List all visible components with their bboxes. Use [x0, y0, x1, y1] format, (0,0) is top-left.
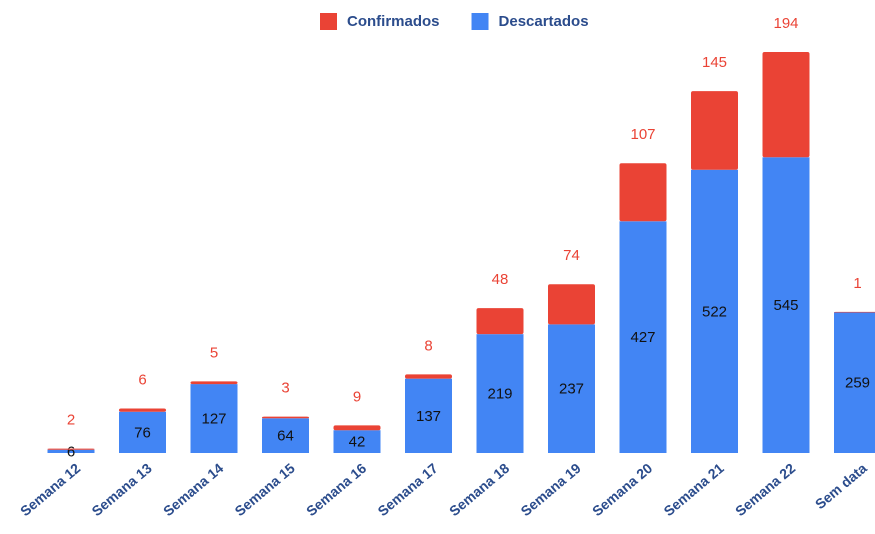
- bar-segment: [190, 384, 238, 453]
- bar-segment: [119, 411, 166, 453]
- data-label: 6: [138, 371, 146, 388]
- data-label: 219: [487, 386, 512, 403]
- legend-swatch: [471, 13, 489, 30]
- data-label: 145: [702, 54, 727, 71]
- bar-segment: [262, 418, 309, 453]
- data-label: 427: [630, 329, 655, 346]
- data-label: 127: [201, 411, 226, 428]
- bar-segment: [619, 163, 667, 222]
- x-tick-label: Semana 18: [446, 460, 512, 519]
- x-tick-label: Semana 17: [374, 460, 440, 519]
- x-tick-label: Semana 14: [160, 460, 226, 519]
- data-label: 137: [416, 408, 441, 425]
- bar-segment: [405, 374, 452, 379]
- x-tick-label: Semana 21: [660, 460, 726, 519]
- data-label: 6: [67, 443, 75, 460]
- data-label: 76: [134, 424, 151, 441]
- x-tick-label: Semana 15: [231, 460, 297, 519]
- bar-segment: [548, 284, 595, 325]
- data-label: 3: [281, 380, 289, 397]
- bar-segment: [333, 430, 381, 453]
- data-label: 64: [277, 428, 294, 445]
- bar-segment: [47, 448, 95, 450]
- data-label: 259: [845, 375, 870, 392]
- data-label: 107: [630, 126, 655, 143]
- data-label: 8: [424, 337, 432, 354]
- bar-segment: [476, 308, 524, 335]
- bar-segment: [834, 312, 875, 453]
- bar-segment: [762, 52, 810, 158]
- data-label: 2: [67, 412, 75, 429]
- bar-segment: [691, 169, 738, 453]
- data-label: 5: [210, 344, 218, 361]
- data-label: 74: [563, 247, 580, 264]
- bar-segment: [262, 416, 309, 419]
- bar-segment: [619, 221, 667, 453]
- x-tick-label: Semana 19: [517, 460, 583, 519]
- x-tick-label: Semana 22: [732, 460, 798, 519]
- data-label: 237: [559, 381, 584, 398]
- bar-segment: [762, 157, 810, 453]
- x-tick-label: Semana 12: [17, 460, 83, 519]
- legend-swatch: [320, 13, 337, 30]
- bar-segment: [190, 381, 238, 385]
- data-label: 194: [773, 15, 798, 32]
- bar-segment: [548, 324, 595, 453]
- bar-segment: [333, 425, 381, 431]
- bar-segment: [834, 311, 875, 313]
- legend-label: Descartados: [499, 13, 589, 30]
- x-tick-label: Semana 16: [303, 460, 369, 519]
- data-label: 48: [492, 271, 509, 288]
- data-label: 522: [702, 303, 727, 320]
- bar-segment: [476, 334, 524, 453]
- data-label: 1: [853, 275, 861, 292]
- bar-segment: [119, 408, 166, 412]
- bar-segment: [47, 449, 95, 453]
- data-label: 9: [353, 388, 361, 405]
- bar-segment: [691, 91, 738, 170]
- x-tick-label: Semana 13: [88, 460, 154, 519]
- bar-segment: [405, 378, 452, 453]
- data-label: 42: [349, 434, 366, 451]
- x-tick-label: Semana 20: [589, 460, 655, 519]
- legend-label: Confirmados: [347, 13, 440, 30]
- data-label: 545: [773, 297, 798, 314]
- x-tick-label: Sem data: [812, 460, 870, 512]
